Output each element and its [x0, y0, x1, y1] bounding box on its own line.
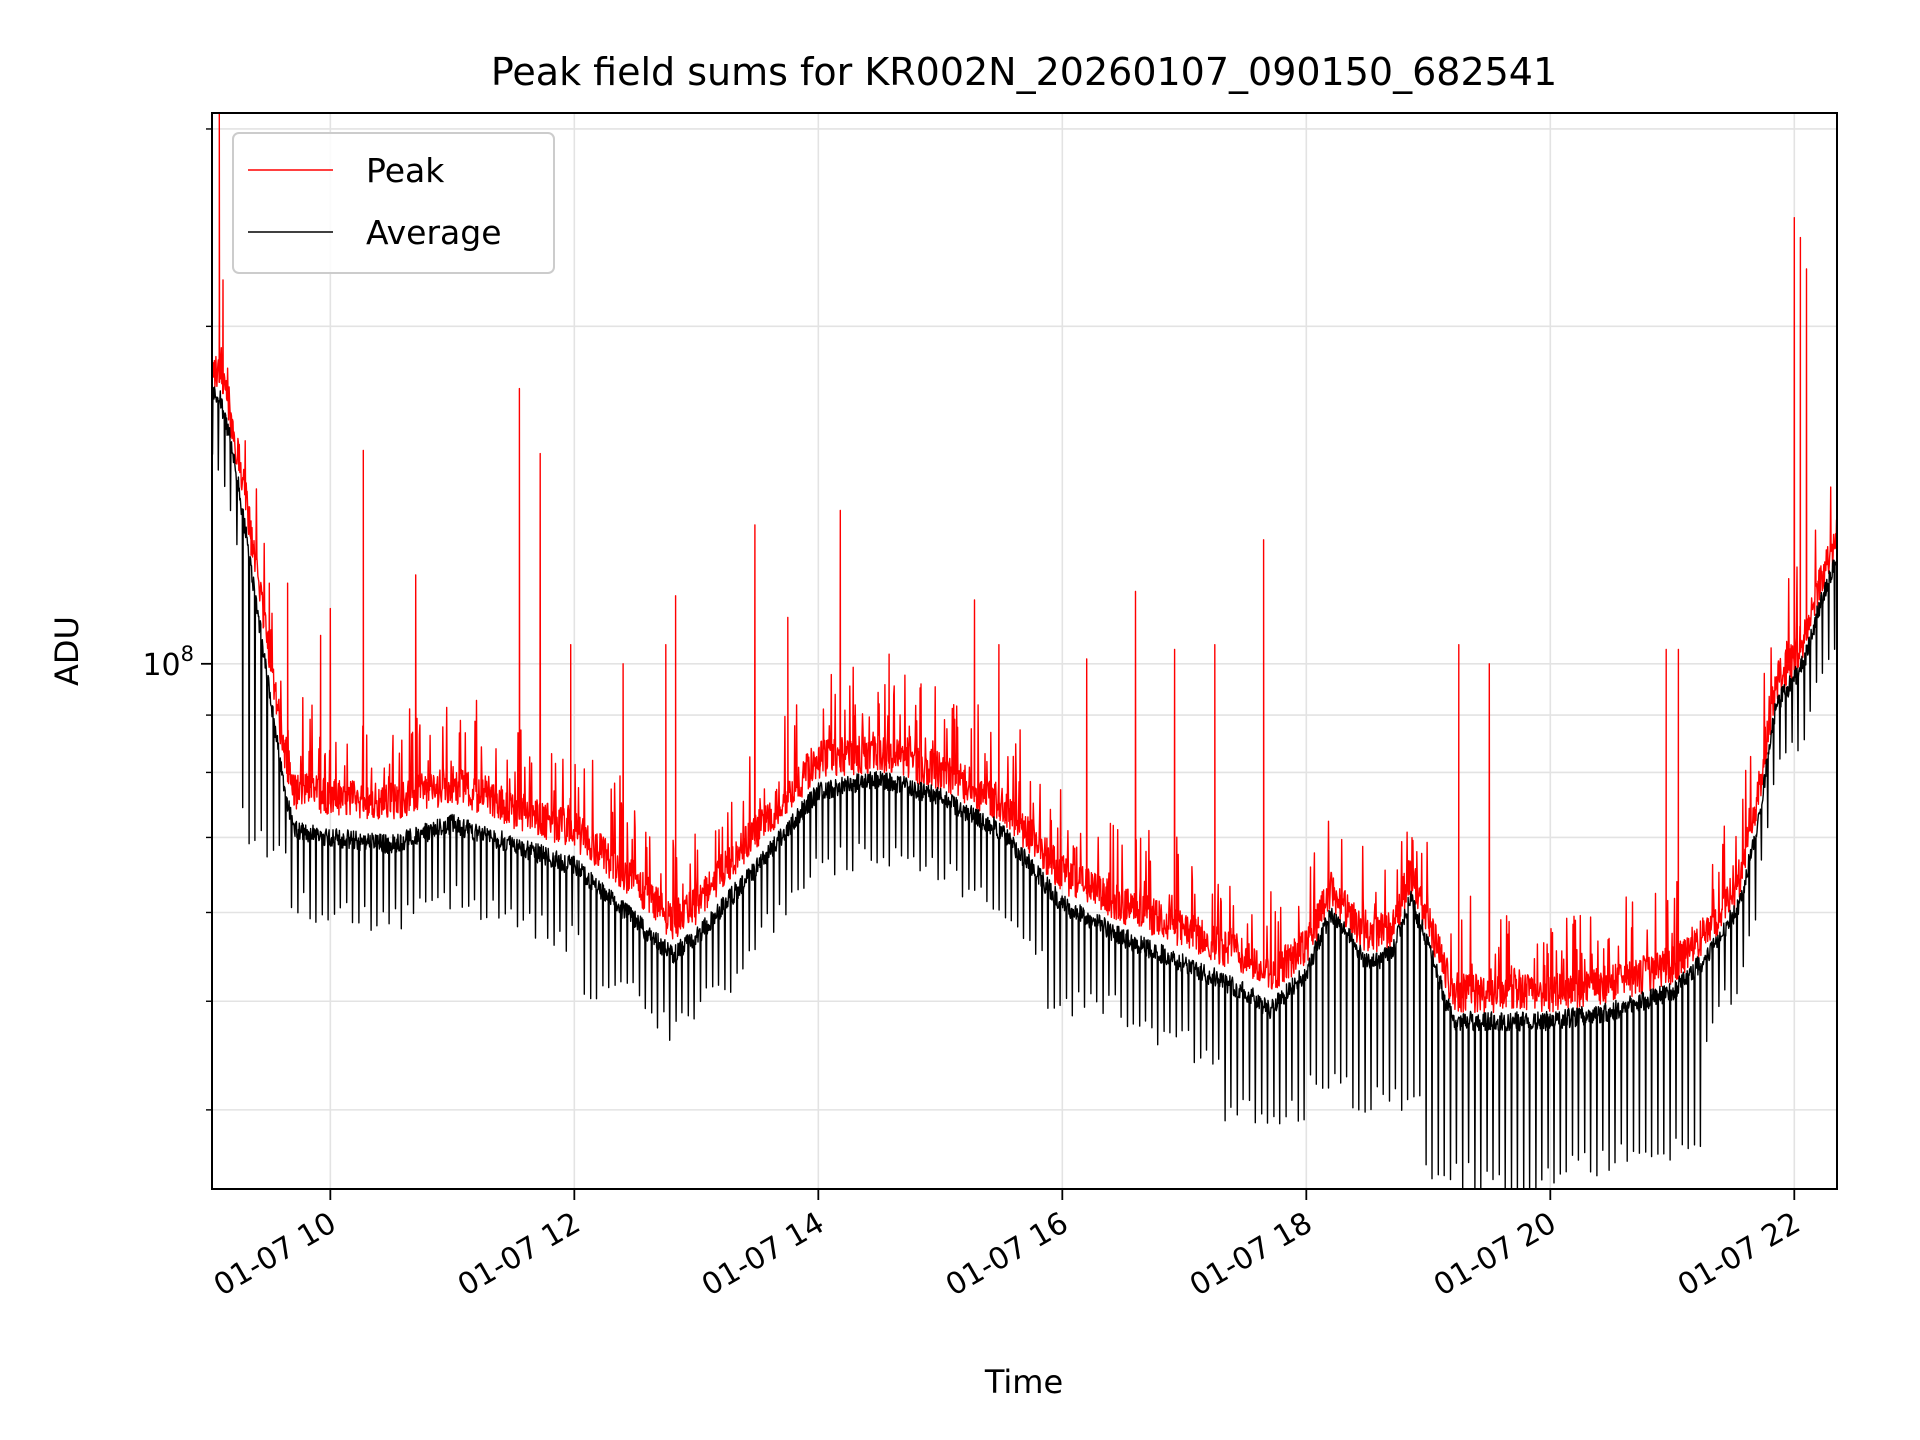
legend-average-label: Average — [366, 213, 502, 252]
y-tick-label: 108 — [142, 642, 194, 683]
y-axis-label: ADU — [48, 616, 86, 686]
y-tick-label-base: 10 — [142, 648, 180, 683]
legend: Peak Average — [232, 132, 555, 274]
x-axis-label: Time — [984, 1363, 1063, 1401]
legend-box — [232, 132, 555, 274]
series-average-line — [212, 386, 1837, 1189]
axes-frame — [211, 112, 1838, 1190]
plot-area — [212, 113, 1837, 1189]
series-peak-line — [212, 113, 1837, 1014]
legend-peak-label: Peak — [366, 151, 445, 190]
chart-title: Peak field sums for KR002N_20260107_0901… — [491, 50, 1557, 94]
y-tick-label-exponent: 8 — [181, 642, 194, 666]
